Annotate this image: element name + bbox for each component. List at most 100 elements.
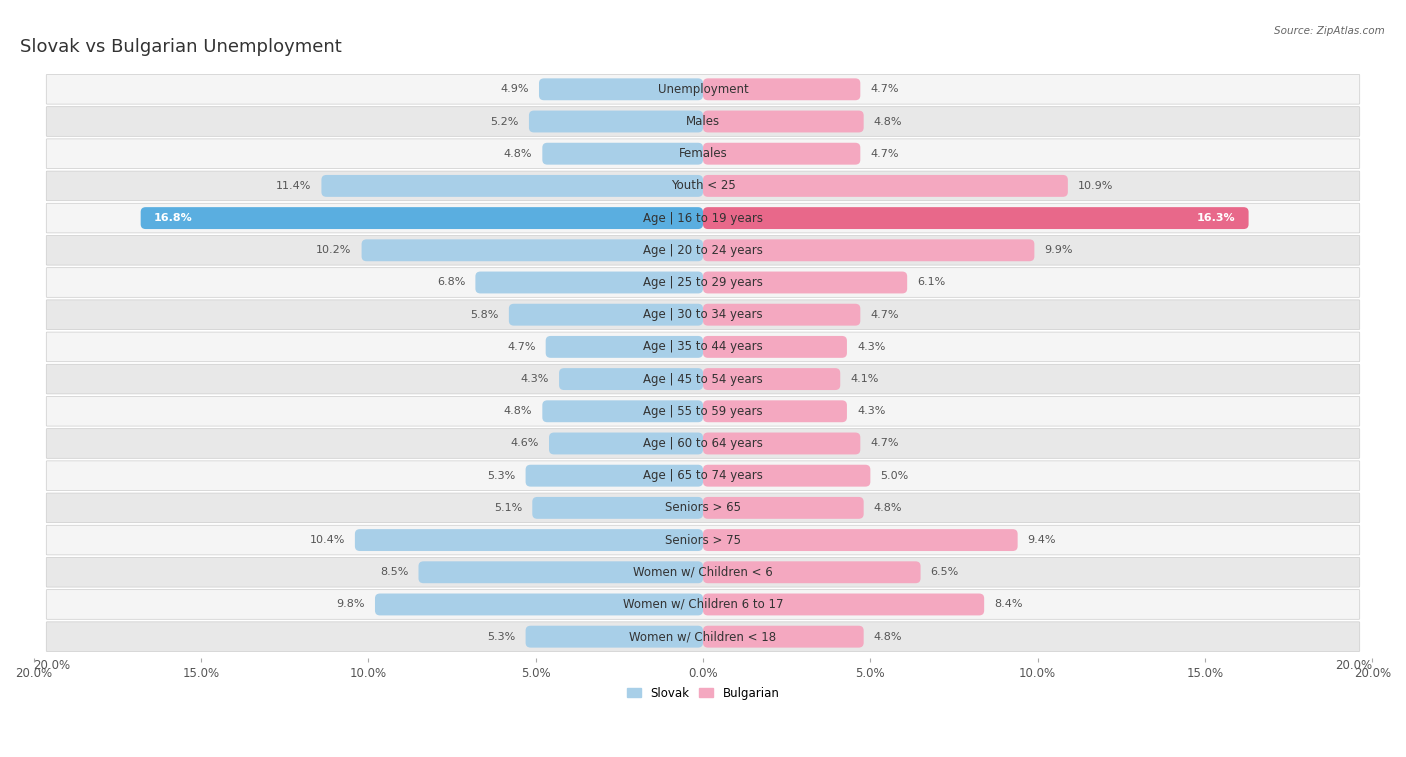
Text: 6.5%: 6.5% xyxy=(931,567,959,578)
FancyBboxPatch shape xyxy=(703,529,1018,551)
Text: Seniors > 75: Seniors > 75 xyxy=(665,534,741,547)
FancyBboxPatch shape xyxy=(375,593,703,615)
FancyBboxPatch shape xyxy=(560,368,703,390)
FancyBboxPatch shape xyxy=(529,111,703,132)
FancyBboxPatch shape xyxy=(703,207,1249,229)
Text: Age | 16 to 19 years: Age | 16 to 19 years xyxy=(643,212,763,225)
Text: Age | 65 to 74 years: Age | 65 to 74 years xyxy=(643,469,763,482)
FancyBboxPatch shape xyxy=(703,272,907,294)
FancyBboxPatch shape xyxy=(548,432,703,454)
FancyBboxPatch shape xyxy=(543,400,703,422)
FancyBboxPatch shape xyxy=(46,139,1360,169)
FancyBboxPatch shape xyxy=(703,562,921,583)
FancyBboxPatch shape xyxy=(703,304,860,326)
FancyBboxPatch shape xyxy=(46,525,1360,555)
Text: 10.9%: 10.9% xyxy=(1078,181,1114,191)
FancyBboxPatch shape xyxy=(703,111,863,132)
Text: 5.0%: 5.0% xyxy=(880,471,908,481)
Text: 8.4%: 8.4% xyxy=(994,600,1022,609)
Text: 6.1%: 6.1% xyxy=(917,278,945,288)
FancyBboxPatch shape xyxy=(322,175,703,197)
Text: 9.8%: 9.8% xyxy=(336,600,366,609)
FancyBboxPatch shape xyxy=(703,239,1035,261)
Text: Age | 25 to 29 years: Age | 25 to 29 years xyxy=(643,276,763,289)
Text: 4.7%: 4.7% xyxy=(870,438,898,448)
FancyBboxPatch shape xyxy=(46,428,1360,458)
FancyBboxPatch shape xyxy=(703,497,863,519)
FancyBboxPatch shape xyxy=(361,239,703,261)
Text: 5.3%: 5.3% xyxy=(488,631,516,642)
FancyBboxPatch shape xyxy=(543,143,703,164)
Text: 4.1%: 4.1% xyxy=(851,374,879,384)
FancyBboxPatch shape xyxy=(46,332,1360,362)
Text: 10.4%: 10.4% xyxy=(309,535,344,545)
FancyBboxPatch shape xyxy=(538,79,703,100)
FancyBboxPatch shape xyxy=(46,364,1360,394)
Text: Age | 20 to 24 years: Age | 20 to 24 years xyxy=(643,244,763,257)
Text: 4.3%: 4.3% xyxy=(858,342,886,352)
Text: 9.4%: 9.4% xyxy=(1028,535,1056,545)
FancyBboxPatch shape xyxy=(46,107,1360,136)
Text: 6.8%: 6.8% xyxy=(437,278,465,288)
Text: 16.3%: 16.3% xyxy=(1197,213,1236,223)
Text: 4.7%: 4.7% xyxy=(870,310,898,319)
FancyBboxPatch shape xyxy=(419,562,703,583)
Text: 5.2%: 5.2% xyxy=(491,117,519,126)
FancyBboxPatch shape xyxy=(703,143,860,164)
Text: 4.7%: 4.7% xyxy=(870,84,898,95)
Text: Unemployment: Unemployment xyxy=(658,83,748,96)
Text: 16.8%: 16.8% xyxy=(155,213,193,223)
FancyBboxPatch shape xyxy=(703,626,863,647)
Text: Youth < 25: Youth < 25 xyxy=(671,179,735,192)
Text: 4.3%: 4.3% xyxy=(520,374,548,384)
FancyBboxPatch shape xyxy=(703,336,846,358)
Text: Females: Females xyxy=(679,147,727,160)
Text: 4.7%: 4.7% xyxy=(870,148,898,159)
Text: 4.7%: 4.7% xyxy=(508,342,536,352)
Text: Slovak vs Bulgarian Unemployment: Slovak vs Bulgarian Unemployment xyxy=(20,38,342,56)
Text: 5.8%: 5.8% xyxy=(471,310,499,319)
Text: Males: Males xyxy=(686,115,720,128)
FancyBboxPatch shape xyxy=(703,432,860,454)
FancyBboxPatch shape xyxy=(703,593,984,615)
Text: Age | 55 to 59 years: Age | 55 to 59 years xyxy=(643,405,763,418)
Text: 4.6%: 4.6% xyxy=(510,438,538,448)
Text: Women w/ Children < 18: Women w/ Children < 18 xyxy=(630,630,776,643)
Text: Source: ZipAtlas.com: Source: ZipAtlas.com xyxy=(1274,26,1385,36)
FancyBboxPatch shape xyxy=(141,207,703,229)
Text: 4.8%: 4.8% xyxy=(873,117,903,126)
FancyBboxPatch shape xyxy=(46,204,1360,233)
FancyBboxPatch shape xyxy=(46,590,1360,619)
Text: Age | 35 to 44 years: Age | 35 to 44 years xyxy=(643,341,763,354)
FancyBboxPatch shape xyxy=(46,235,1360,265)
Text: Women w/ Children < 6: Women w/ Children < 6 xyxy=(633,565,773,579)
FancyBboxPatch shape xyxy=(546,336,703,358)
FancyBboxPatch shape xyxy=(703,400,846,422)
Text: 11.4%: 11.4% xyxy=(276,181,311,191)
Text: 20.0%: 20.0% xyxy=(1336,659,1372,671)
FancyBboxPatch shape xyxy=(46,300,1360,329)
FancyBboxPatch shape xyxy=(526,465,703,487)
FancyBboxPatch shape xyxy=(354,529,703,551)
FancyBboxPatch shape xyxy=(46,397,1360,426)
FancyBboxPatch shape xyxy=(46,268,1360,298)
Text: Women w/ Children 6 to 17: Women w/ Children 6 to 17 xyxy=(623,598,783,611)
Text: 4.3%: 4.3% xyxy=(858,407,886,416)
Text: 4.9%: 4.9% xyxy=(501,84,529,95)
FancyBboxPatch shape xyxy=(703,79,860,100)
FancyBboxPatch shape xyxy=(46,74,1360,104)
FancyBboxPatch shape xyxy=(475,272,703,294)
FancyBboxPatch shape xyxy=(46,461,1360,491)
Text: 9.9%: 9.9% xyxy=(1045,245,1073,255)
Text: 5.3%: 5.3% xyxy=(488,471,516,481)
Text: Seniors > 65: Seniors > 65 xyxy=(665,501,741,514)
FancyBboxPatch shape xyxy=(509,304,703,326)
Text: 4.8%: 4.8% xyxy=(503,148,533,159)
FancyBboxPatch shape xyxy=(46,493,1360,522)
FancyBboxPatch shape xyxy=(703,368,841,390)
Text: Age | 45 to 54 years: Age | 45 to 54 years xyxy=(643,372,763,385)
Text: 4.8%: 4.8% xyxy=(873,503,903,513)
Text: 8.5%: 8.5% xyxy=(380,567,409,578)
FancyBboxPatch shape xyxy=(46,621,1360,652)
FancyBboxPatch shape xyxy=(703,175,1067,197)
